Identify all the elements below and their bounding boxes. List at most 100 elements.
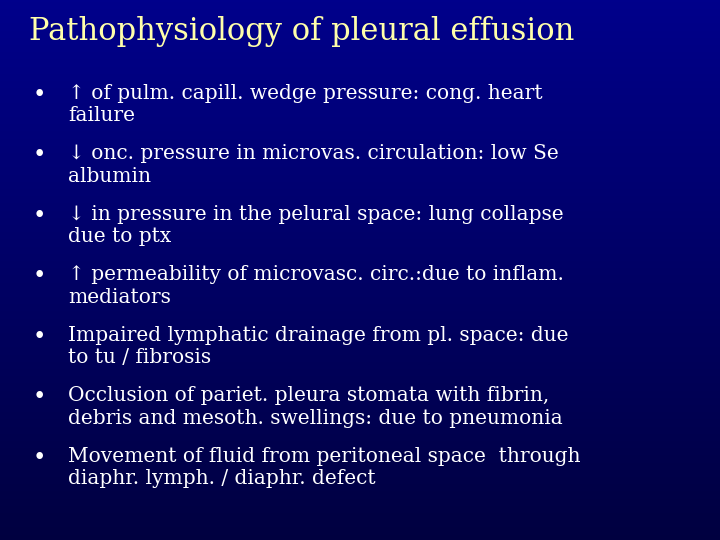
Bar (0, 479, 720, 481)
Bar (0, 328, 720, 329)
Bar (0, 290, 720, 292)
Bar (0, 425, 720, 427)
Bar (0, 42, 720, 43)
Bar (0, 450, 720, 452)
Bar (0, 416, 720, 417)
Bar (0, 437, 720, 439)
Bar (0, 349, 720, 351)
Bar (0, 99, 720, 101)
Bar (0, 317, 720, 319)
Bar (0, 167, 720, 169)
Bar (0, 191, 720, 193)
Bar (0, 32, 720, 34)
Bar (0, 448, 720, 450)
Bar (0, 293, 720, 295)
Bar (0, 374, 720, 376)
Bar (0, 52, 720, 54)
Bar (0, 258, 720, 259)
Bar (0, 517, 720, 518)
Bar (0, 427, 720, 428)
Bar (0, 470, 720, 471)
Bar (0, 104, 720, 106)
Bar (0, 382, 720, 383)
Bar (0, 49, 720, 50)
Bar (0, 47, 720, 49)
Bar (0, 331, 720, 333)
Bar (0, 236, 720, 238)
Bar (0, 468, 720, 470)
Bar (0, 23, 720, 25)
Bar (0, 150, 720, 151)
Bar (0, 423, 720, 425)
Bar (0, 81, 720, 83)
Bar (0, 56, 720, 58)
Bar (0, 182, 720, 184)
Bar (0, 434, 720, 436)
Bar (0, 36, 720, 38)
Bar (0, 66, 720, 69)
Bar (0, 119, 720, 120)
Bar (0, 113, 720, 115)
Bar (0, 275, 720, 277)
Bar (0, 464, 720, 466)
Bar (0, 502, 720, 504)
Bar (0, 444, 720, 447)
Bar (0, 164, 720, 166)
Bar (0, 515, 720, 517)
Bar (0, 501, 720, 502)
Bar (0, 366, 720, 367)
Bar (0, 77, 720, 79)
Bar (0, 401, 720, 403)
Bar (0, 157, 720, 158)
Bar (0, 409, 720, 410)
Bar (0, 471, 720, 474)
Bar (0, 212, 720, 214)
Bar (0, 270, 720, 272)
Bar (0, 16, 720, 18)
Bar (0, 166, 720, 167)
Bar (0, 120, 720, 123)
Bar (0, 522, 720, 524)
Bar (0, 355, 720, 356)
Bar (0, 353, 720, 355)
Bar (0, 177, 720, 178)
Bar (0, 255, 720, 258)
Bar (0, 380, 720, 382)
Bar (0, 39, 720, 42)
Bar (0, 155, 720, 157)
Bar (0, 488, 720, 490)
Bar (0, 474, 720, 475)
Bar (0, 79, 720, 81)
Bar (0, 525, 720, 528)
Bar (0, 259, 720, 261)
Bar (0, 301, 720, 302)
Bar (0, 232, 720, 234)
Bar (0, 536, 720, 538)
Bar (0, 439, 720, 441)
Bar (0, 93, 720, 96)
Bar (0, 385, 720, 387)
Text: •: • (33, 326, 46, 348)
Bar (0, 59, 720, 61)
Bar (0, 254, 720, 255)
Bar (0, 497, 720, 498)
Bar (0, 484, 720, 486)
Bar (0, 511, 720, 513)
Bar (0, 393, 720, 394)
Bar (0, 302, 720, 304)
Bar (0, 398, 720, 400)
Bar (0, 147, 720, 150)
Bar (0, 108, 720, 110)
Bar (0, 265, 720, 266)
Bar (0, 245, 720, 247)
Text: Pathophysiology of pleural effusion: Pathophysiology of pleural effusion (29, 16, 574, 47)
Bar (0, 506, 720, 508)
Bar (0, 184, 720, 185)
Bar (0, 117, 720, 119)
Bar (0, 340, 720, 342)
Bar (0, 339, 720, 340)
Bar (0, 403, 720, 405)
Bar (0, 414, 720, 416)
Bar (0, 490, 720, 491)
Text: •: • (33, 144, 46, 166)
